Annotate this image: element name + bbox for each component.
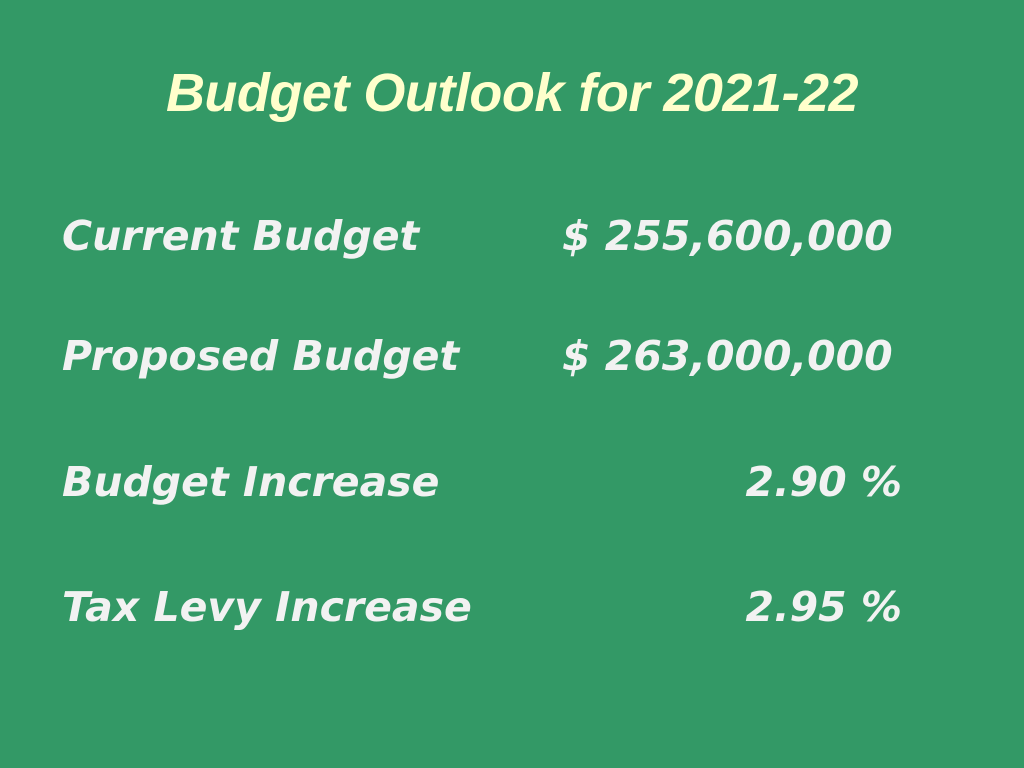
tax-levy-increase-label: Tax Levy Increase xyxy=(62,583,472,631)
proposed-budget-value: $ 263,000,000 xyxy=(562,332,893,380)
current-budget-value: $ 255,600,000 xyxy=(562,212,893,260)
tax-levy-increase-value: 2.95 % xyxy=(745,583,902,631)
current-budget-label: Current Budget xyxy=(62,212,420,260)
proposed-budget-label: Proposed Budget xyxy=(62,332,460,380)
budget-increase-label: Budget Increase xyxy=(62,458,440,506)
slide-title: Budget Outlook for 2021-22 xyxy=(165,63,859,123)
budget-increase-value: 2.90 % xyxy=(745,458,902,506)
